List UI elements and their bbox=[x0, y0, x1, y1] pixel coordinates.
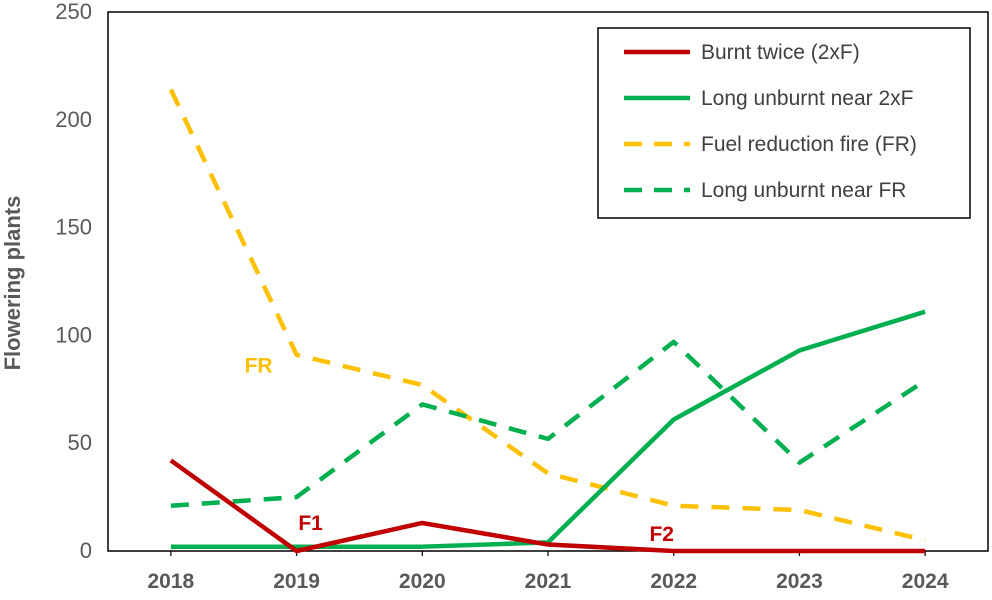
annotation-fr: FR bbox=[245, 355, 273, 378]
x-tick-label: 2021 bbox=[525, 570, 572, 593]
y-tick-label: 250 bbox=[55, 0, 92, 24]
y-tick-label: 100 bbox=[55, 322, 92, 347]
x-tick-label: 2024 bbox=[902, 570, 949, 593]
series-line-burnt-twice-2xf bbox=[169, 458, 926, 554]
x-tick-label: 2018 bbox=[147, 570, 194, 593]
legend: Burnt twice (2xF) Long unburnt near 2xF Fu… bbox=[597, 27, 971, 219]
annotation-f1: F1 bbox=[298, 512, 323, 535]
y-tick-label: 0 bbox=[80, 538, 92, 563]
legend-box bbox=[597, 27, 971, 219]
legend-label-long-unburnt-near-2xf: Long unburnt near 2xF bbox=[701, 87, 913, 110]
y-tick-label: 50 bbox=[68, 430, 92, 455]
x-tick-label: 2019 bbox=[273, 570, 320, 593]
annotations: FR F1 F2 bbox=[245, 355, 674, 546]
legend-label-long-unburnt-near-fr: Long unburnt near FR bbox=[701, 179, 906, 202]
series-line-fuel-reduction-fire-fr bbox=[168, 88, 926, 543]
y-axis-label: Flowering plants bbox=[0, 196, 25, 371]
axes: 0 50 100 150 200 250 2018 2019 2020 2021 2022 2023 2… bbox=[55, 0, 989, 593]
x-tick-label: 2022 bbox=[650, 570, 697, 593]
legend-label-burnt-twice-2xf: Burnt twice (2xF) bbox=[701, 41, 860, 64]
series-layer bbox=[168, 88, 927, 554]
x-tick-label: 2020 bbox=[399, 570, 446, 593]
y-tick-label: 150 bbox=[55, 215, 92, 240]
y-tick-label: 200 bbox=[55, 107, 92, 132]
annotation-f2: F2 bbox=[649, 523, 674, 546]
x-tick-label: 2023 bbox=[776, 570, 823, 593]
legend-label-fuel-reduction-fire-fr: Fuel reduction fire (FR) bbox=[701, 133, 917, 156]
series-line-long-unburnt-near-fr bbox=[170, 339, 927, 508]
